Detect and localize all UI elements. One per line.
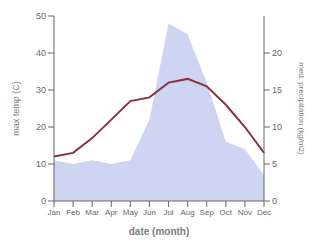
svg-text:5: 5: [272, 159, 277, 169]
svg-text:30: 30: [36, 85, 46, 95]
svg-text:Nov: Nov: [238, 208, 252, 217]
svg-text:Oct: Oct: [220, 208, 233, 217]
svg-text:20: 20: [36, 122, 46, 132]
svg-text:Sep: Sep: [200, 208, 215, 217]
svg-text:Jun: Jun: [143, 208, 156, 217]
svg-text:10: 10: [36, 159, 46, 169]
svg-text:Feb: Feb: [66, 208, 80, 217]
svg-text:20: 20: [272, 48, 282, 58]
svg-text:0: 0: [272, 196, 277, 206]
svg-text:Mar: Mar: [85, 208, 99, 217]
svg-text:med. precipitation (kg/m2): med. precipitation (kg/m2): [297, 62, 306, 155]
svg-text:Apr: Apr: [105, 208, 118, 217]
svg-text:Jan: Jan: [48, 208, 61, 217]
svg-text:Aug: Aug: [181, 208, 195, 217]
svg-text:date (month): date (month): [129, 226, 190, 237]
svg-text:max temp (C): max temp (C): [11, 81, 21, 136]
svg-text:15: 15: [272, 85, 282, 95]
svg-text:Dec: Dec: [257, 208, 271, 217]
svg-text:10: 10: [272, 122, 282, 132]
svg-text:May: May: [123, 208, 138, 217]
svg-text:50: 50: [36, 11, 46, 21]
svg-text:Jul: Jul: [163, 208, 173, 217]
svg-text:40: 40: [36, 48, 46, 58]
svg-text:0: 0: [41, 196, 46, 206]
